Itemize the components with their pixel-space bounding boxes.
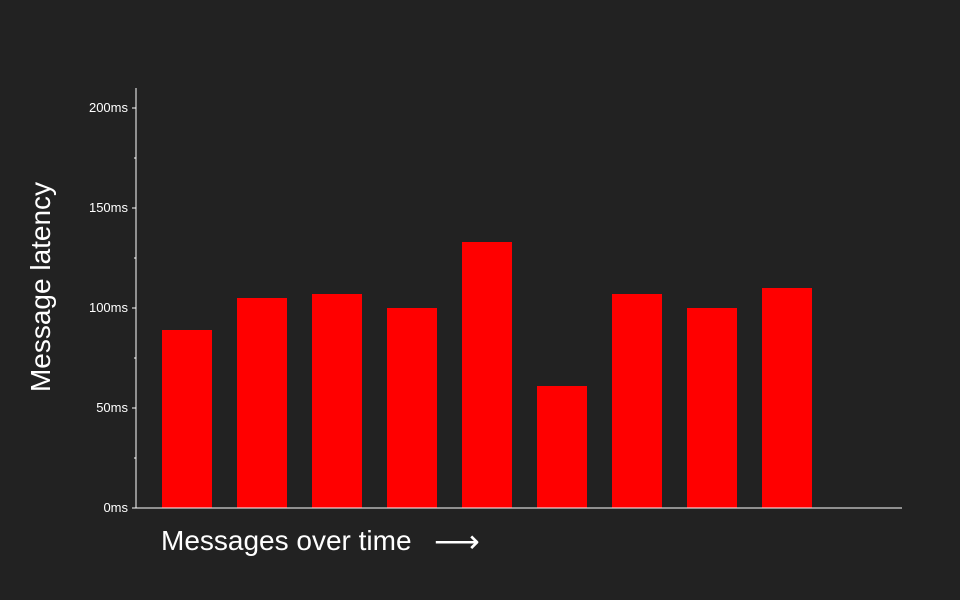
- bar-4: [387, 308, 437, 508]
- bars-layer: [162, 242, 812, 508]
- bar-7: [612, 294, 662, 508]
- bar-1: [162, 330, 212, 508]
- bar-6: [537, 386, 587, 508]
- x-axis-title: Messages over time: [161, 525, 412, 556]
- bar-9: [762, 288, 812, 508]
- y-tick-label: 100ms: [89, 300, 129, 315]
- y-tick-label: 200ms: [89, 100, 129, 115]
- bar-3: [312, 294, 362, 508]
- y-axis-title: Message latency: [25, 182, 56, 392]
- y-tick-label: 150ms: [89, 200, 129, 215]
- bar-2: [237, 298, 287, 508]
- y-ticks-layer: 0ms 50ms 100ms 150ms 200ms: [89, 100, 136, 515]
- bar-8: [687, 308, 737, 508]
- y-tick-label: 50ms: [96, 400, 128, 415]
- bar-5: [462, 242, 512, 508]
- x-axis-arrow-icon: ⟶: [434, 523, 480, 559]
- y-tick-label: 0ms: [103, 500, 128, 515]
